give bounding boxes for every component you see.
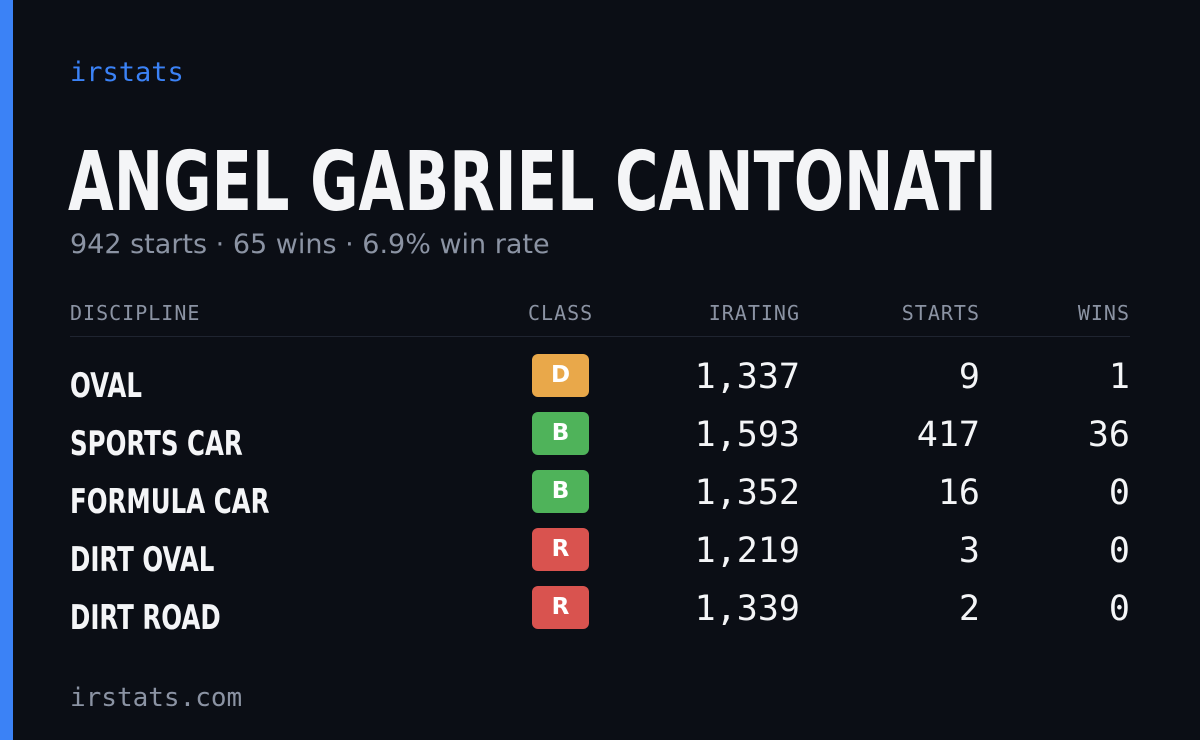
starts-value: 2 (958, 589, 980, 629)
irating-value: 1,339 (694, 589, 800, 629)
table-row: OVAL D 1,337 9 1 (70, 354, 1130, 412)
brand-logo-text: irstats (70, 57, 184, 88)
header-irating: IRATING (708, 301, 800, 325)
starts-value: 417 (916, 415, 980, 455)
header-class: CLASS (528, 301, 594, 325)
class-badge: D (532, 354, 589, 397)
discipline-name: FORMULA CAR (70, 482, 270, 522)
irating-value: 1,593 (694, 415, 800, 455)
irating-value: 1,337 (694, 357, 800, 397)
header-discipline: DISCIPLINE (70, 301, 201, 325)
irating-value: 1,352 (694, 473, 800, 513)
irating-value: 1,219 (694, 531, 800, 571)
player-name: ANGEL GABRIEL CANTONATI (68, 135, 997, 230)
class-badge: B (532, 470, 589, 513)
wins-value: 1 (1108, 357, 1130, 397)
wins-value: 0 (1108, 589, 1130, 629)
discipline-name: DIRT ROAD (70, 598, 221, 638)
starts-value: 16 (937, 473, 980, 513)
table-row: SPORTS CAR B 1,593 417 36 (70, 412, 1130, 470)
wins-value: 36 (1087, 415, 1130, 455)
table-body: OVAL D 1,337 9 1 SPORTS CAR B 1,593 417 … (70, 354, 1130, 644)
table-row: DIRT ROAD R 1,339 2 0 (70, 586, 1130, 644)
class-badge: B (532, 412, 589, 455)
discipline-name: OVAL (70, 366, 142, 406)
class-badge: R (532, 528, 589, 571)
table-row: FORMULA CAR B 1,352 16 0 (70, 470, 1130, 528)
discipline-stats-table: DISCIPLINE CLASS IRATING STARTS WINS OVA… (70, 296, 1130, 644)
player-summary: 942 starts · 65 wins · 6.9% win rate (70, 229, 550, 260)
table-header: DISCIPLINE CLASS IRATING STARTS WINS (70, 296, 1130, 337)
discipline-name: SPORTS CAR (70, 424, 243, 464)
wins-value: 0 (1108, 531, 1130, 571)
starts-value: 3 (958, 531, 980, 571)
footer-url[interactable]: irstats.com (70, 683, 243, 713)
wins-value: 0 (1108, 473, 1130, 513)
discipline-name: DIRT OVAL (70, 540, 215, 580)
header-starts: STARTS (901, 301, 980, 325)
starts-value: 9 (958, 357, 980, 397)
accent-bar (0, 0, 13, 740)
table-row: DIRT OVAL R 1,219 3 0 (70, 528, 1130, 586)
class-badge: R (532, 586, 589, 629)
header-wins: WINS (1077, 301, 1130, 325)
